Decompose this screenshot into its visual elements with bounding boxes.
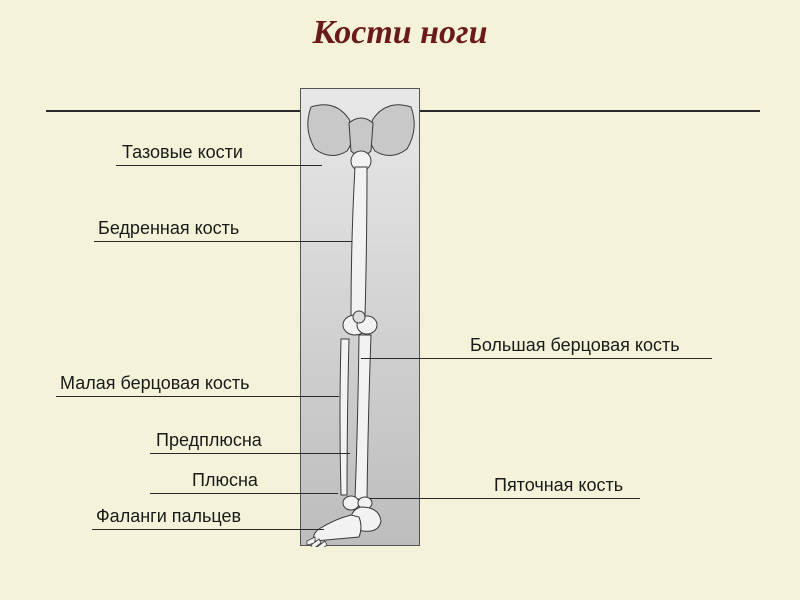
leader-tarsus	[150, 453, 350, 454]
leg-bones-svg	[301, 89, 421, 547]
label-tibia: Большая берцовая кость	[470, 335, 680, 356]
label-tarsus: Предплюсна	[156, 430, 262, 451]
leader-femur	[94, 241, 352, 242]
page-title: Кости ноги	[0, 14, 800, 52]
label-phalanges: Фаланги пальцев	[96, 506, 241, 527]
label-calcaneus: Пяточная кость	[494, 475, 623, 496]
label-pelvis: Тазовые кости	[122, 142, 243, 163]
leader-tibia	[361, 358, 712, 359]
label-femur: Бедренная кость	[98, 218, 239, 239]
label-metatarsus: Плюсна	[192, 470, 258, 491]
leader-fibula	[56, 396, 339, 397]
leader-pelvis	[116, 165, 322, 166]
leader-phalanges	[92, 529, 324, 530]
leader-calcaneus	[370, 498, 640, 499]
leader-metatarsus	[150, 493, 338, 494]
leg-bones-figure	[300, 88, 420, 546]
label-fibula: Малая берцовая кость	[60, 373, 250, 394]
